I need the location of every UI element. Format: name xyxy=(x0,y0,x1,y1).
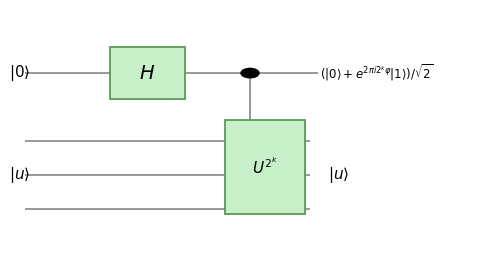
Text: $U^{2^k}$: $U^{2^k}$ xyxy=(252,157,278,177)
Text: $|0\rangle$: $|0\rangle$ xyxy=(10,63,30,83)
Circle shape xyxy=(241,68,259,78)
Bar xyxy=(225,120,305,214)
Text: $|u\rangle$: $|u\rangle$ xyxy=(10,165,30,185)
Text: $H$: $H$ xyxy=(140,64,156,82)
Text: $|u\rangle$: $|u\rangle$ xyxy=(328,165,349,185)
Bar xyxy=(110,47,185,99)
Text: $(|0\rangle + e^{2\pi i 2^k \varphi}|1\rangle)/\sqrt{2}$: $(|0\rangle + e^{2\pi i 2^k \varphi}|1\r… xyxy=(320,63,434,84)
